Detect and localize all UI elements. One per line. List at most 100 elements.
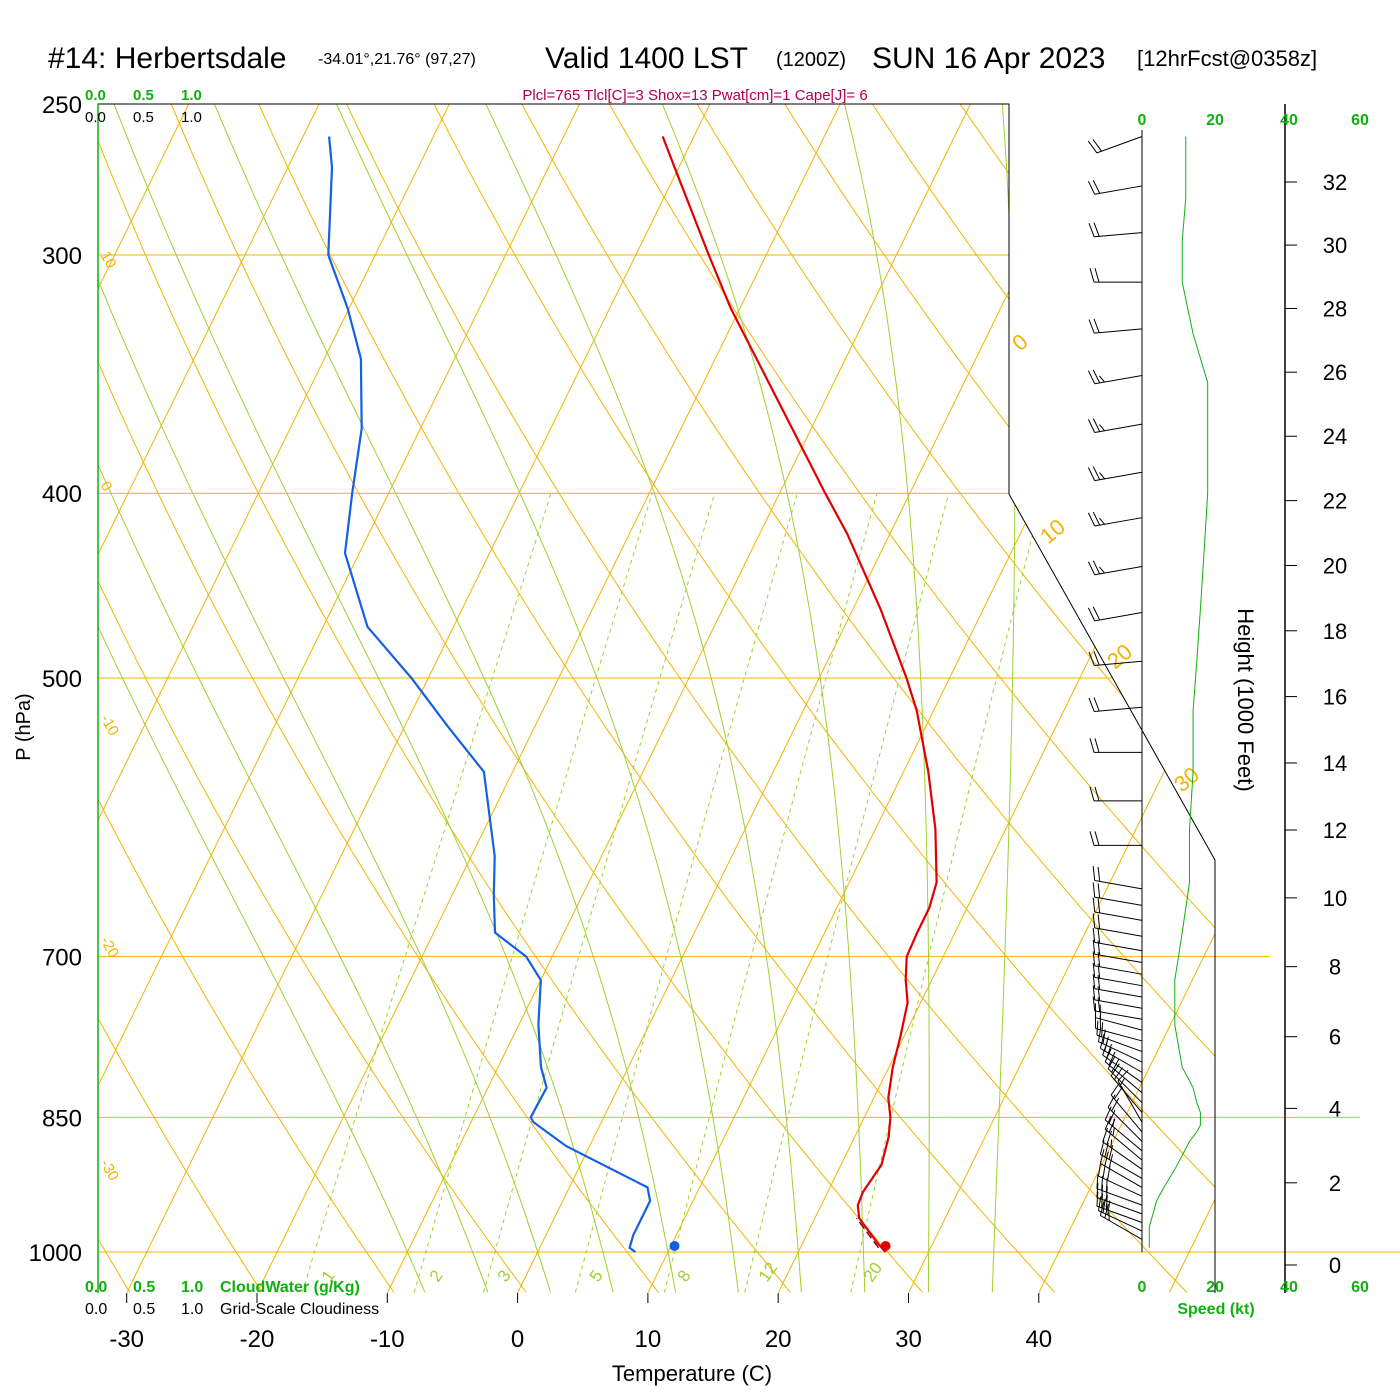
mixing-ratio-line (744, 493, 950, 1293)
bottom-speed-scale: 0 20 40 60 Speed (kt) (1138, 1279, 1369, 1318)
isotherm-line (778, 104, 1215, 1293)
barb-flag (1105, 1186, 1108, 1201)
barb-staff (1094, 232, 1143, 238)
barb-flag (1097, 866, 1101, 882)
barb-flag (1102, 1029, 1106, 1044)
moist-adiabat-line (98, 104, 426, 1293)
height-tick-label: 4 (1329, 1096, 1341, 1121)
height-tick-label: 20 (1323, 553, 1347, 578)
mixing-ratio-label: 2 (426, 1267, 447, 1286)
wind-barb (1089, 831, 1143, 846)
valid-date: SUN 16 Apr 2023 (872, 42, 1105, 75)
wind-barb (1099, 1034, 1143, 1073)
barb-flag (1120, 1077, 1126, 1086)
wind-barb (1102, 1127, 1143, 1170)
barb-flag (1092, 180, 1101, 194)
barb-staff (1102, 1054, 1143, 1084)
dry-adiabat-label: 0 (1007, 329, 1032, 356)
barb-staff (1095, 1028, 1143, 1042)
barb-flag (1092, 974, 1096, 989)
barb-flag (1108, 1145, 1114, 1160)
barb-flag (1094, 738, 1100, 753)
barb-staff (1098, 1041, 1143, 1063)
bottom-cloud-scale-2: 1.0 (181, 1301, 203, 1318)
dry-adiabat-line (98, 104, 659, 1293)
barb-flag (1087, 140, 1098, 154)
barb-flag (1093, 222, 1100, 237)
top-scale-1: 0.5 (133, 87, 154, 104)
parcel-profile (855, 1217, 880, 1249)
dewpoint-profile (327, 136, 652, 1253)
height-tick-label: 32 (1323, 170, 1347, 195)
barb-staff (1094, 965, 1143, 975)
barb-flag (1111, 1098, 1120, 1112)
barb-staff (1117, 1080, 1143, 1123)
top-speed-40: 40 (1280, 112, 1298, 129)
temperature-label: -20 (240, 1326, 275, 1353)
barb-flag (1092, 962, 1096, 978)
dry-adiabat-line (521, 104, 1215, 1293)
barb-flag (1097, 997, 1101, 1012)
height-tick-label: 28 (1323, 296, 1347, 321)
mixing-ratio-line (850, 493, 1044, 1293)
barb-staff (1094, 976, 1143, 987)
barb-flag (1097, 986, 1101, 1001)
barb-flag (1108, 1051, 1116, 1066)
height-tick-label: 6 (1329, 1025, 1341, 1050)
wind-barb (1092, 962, 1143, 987)
wind-barb (1087, 511, 1143, 527)
barb-staff (1110, 1075, 1143, 1113)
barb-flag (1101, 1022, 1104, 1037)
barb-flag (1096, 1174, 1099, 1189)
moist-adiabat-line (98, 104, 489, 1293)
wind-barb (1104, 1106, 1143, 1152)
wind-barb (1089, 267, 1143, 283)
barb-flag (1087, 607, 1096, 622)
barb-staff (1094, 185, 1143, 195)
isobar-lines (98, 103, 1400, 1253)
dry-adiabat-line (433, 104, 1215, 1293)
barb-flag (1106, 1130, 1112, 1145)
forecast-info: [12hrFcst@0358z] (1137, 46, 1317, 71)
moist-adiabat-line (485, 104, 802, 1293)
height-tick-label: 14 (1323, 751, 1347, 776)
barb-flag (1093, 697, 1100, 712)
barb-flag (1089, 738, 1095, 753)
barb-flag (1092, 913, 1096, 928)
barb-flag (1092, 560, 1101, 575)
barb-flag (1101, 1193, 1104, 1208)
barb-staff (1107, 1068, 1143, 1104)
pressure-label-850: 850 (42, 1105, 82, 1132)
barb-flag (1087, 561, 1096, 576)
height-tick-label: 24 (1323, 424, 1347, 449)
barb-flag (1097, 914, 1101, 929)
barb-flag (1094, 831, 1100, 846)
height-tick-label: 22 (1323, 489, 1347, 514)
barb-flag (1097, 928, 1101, 944)
barb-flag (1112, 1127, 1115, 1136)
height-tick-label: 0 (1329, 1253, 1341, 1278)
barb-flag (1089, 786, 1095, 802)
height-tick-label: 8 (1329, 955, 1341, 980)
barb-flag (1096, 1182, 1099, 1198)
barb-flag (1105, 1194, 1108, 1210)
wind-barb (1092, 927, 1143, 952)
barb-staff (1094, 706, 1143, 712)
plot-frame (97, 103, 1216, 1293)
cloudiness-label: Grid-Scale Cloudiness (220, 1301, 379, 1318)
barb-flag (1108, 1154, 1114, 1169)
top-speed-20: 20 (1206, 112, 1224, 129)
moist-adiabat-line (213, 104, 677, 1293)
barb-flag (1092, 369, 1101, 384)
barb-staff (1100, 1047, 1143, 1073)
station-coords: -34.01°,21.76° (97,27) (318, 51, 476, 68)
isotherm-line (647, 104, 1215, 1293)
barb-staff (1096, 1205, 1143, 1223)
moist-adiabat-line (98, 104, 551, 1293)
barb-flag (1093, 651, 1100, 666)
barb-staff (1094, 911, 1143, 921)
isotherm-lines (98, 104, 1215, 1293)
pressure-label-700: 700 (42, 945, 82, 972)
dry-adiabat-label: 10 (1035, 514, 1070, 549)
